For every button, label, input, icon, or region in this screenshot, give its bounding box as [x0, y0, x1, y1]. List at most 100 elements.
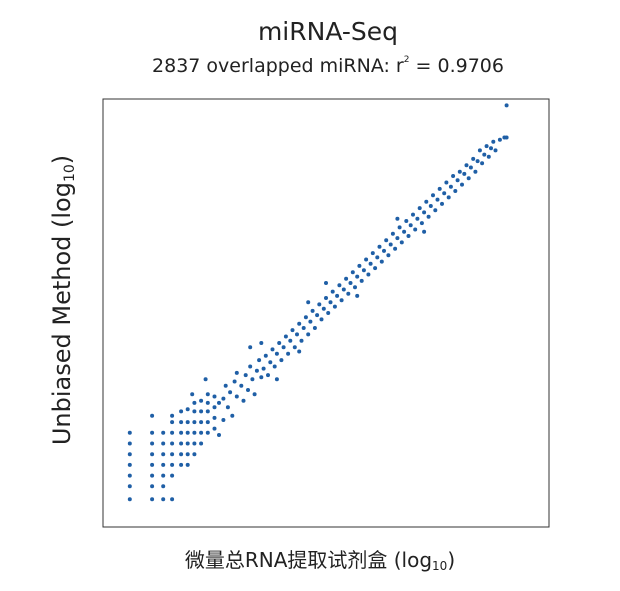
data-point [457, 169, 462, 174]
data-point [377, 244, 382, 249]
data-point [192, 452, 197, 457]
data-point [328, 300, 333, 305]
data-point [225, 405, 230, 410]
data-point [417, 206, 422, 211]
data-point [299, 338, 304, 343]
data-point [239, 383, 244, 388]
data-point [361, 268, 366, 273]
data-point [353, 285, 357, 290]
data-point [326, 311, 331, 315]
data-point [419, 221, 424, 226]
data-point [170, 441, 175, 446]
data-point [312, 326, 317, 330]
data-point [127, 452, 132, 457]
y-label-subscript: 10 [62, 164, 78, 182]
data-point [471, 156, 476, 161]
chart-subtitle: 2837 overlapped miRNA: r2 = 0.9706 [152, 55, 504, 77]
data-point [179, 409, 184, 414]
data-point [386, 253, 391, 258]
data-point [252, 392, 257, 397]
data-point [330, 289, 335, 294]
data-point [205, 392, 210, 397]
data-point [388, 242, 393, 247]
data-point [234, 394, 239, 399]
data-point [274, 377, 279, 382]
data-point [192, 441, 197, 446]
data-point [185, 452, 190, 457]
y-label-main: Unbiased Method (log [48, 182, 76, 445]
data-point [199, 420, 204, 425]
data-point [150, 441, 155, 446]
data-point [270, 347, 275, 352]
data-point [355, 274, 360, 279]
data-point [484, 144, 489, 149]
data-point [504, 103, 509, 108]
data-point [127, 462, 132, 467]
data-point [127, 497, 132, 502]
data-point [408, 223, 413, 228]
data-point [413, 227, 418, 232]
data-point [337, 283, 342, 288]
data-point [179, 452, 184, 457]
data-point [504, 135, 509, 140]
data-point [170, 430, 175, 435]
data-point [422, 210, 427, 215]
data-points [127, 103, 509, 502]
chart-title: miRNA-Seq [258, 17, 398, 46]
data-point [179, 441, 184, 446]
data-point [424, 199, 429, 204]
plot-frame [102, 98, 550, 528]
data-point [243, 373, 248, 378]
data-point [455, 178, 460, 183]
data-point [297, 321, 302, 326]
subtitle-superscript: 2 [404, 55, 410, 65]
data-point [221, 396, 226, 401]
data-point [279, 358, 284, 363]
data-point [185, 441, 190, 446]
data-point [217, 400, 221, 405]
x-label-close: ) [447, 548, 455, 572]
data-point [281, 345, 286, 350]
data-point [170, 420, 175, 425]
data-point [274, 351, 279, 356]
data-point [446, 195, 451, 200]
data-point [397, 225, 402, 230]
data-point [411, 212, 415, 217]
data-point [199, 409, 204, 414]
data-point [254, 368, 259, 373]
data-point [127, 441, 132, 446]
data-point [382, 248, 386, 253]
data-point [317, 302, 322, 307]
data-point [303, 315, 308, 320]
data-point [395, 216, 400, 221]
data-point [199, 430, 204, 435]
data-point [161, 441, 166, 446]
data-point [192, 400, 197, 405]
data-point [346, 291, 351, 296]
data-point [444, 180, 449, 185]
data-point [192, 409, 197, 414]
data-point [257, 358, 262, 363]
data-point [379, 259, 384, 264]
data-point [127, 430, 132, 435]
data-point [150, 452, 155, 457]
data-point [150, 462, 155, 467]
data-point [179, 462, 184, 467]
data-point [375, 255, 380, 260]
data-point [290, 328, 295, 333]
data-point [357, 263, 362, 268]
data-point [192, 430, 197, 435]
data-point [482, 152, 487, 157]
data-point [393, 246, 398, 251]
x-label-main: 微量总RNA提取试剂盒 (log [185, 548, 432, 572]
data-point [150, 484, 155, 489]
data-point [431, 193, 435, 198]
data-point [355, 293, 360, 298]
data-point [268, 360, 273, 365]
data-point [428, 204, 433, 208]
data-point [185, 407, 190, 412]
data-point [217, 433, 221, 437]
data-point [246, 388, 250, 392]
data-point [161, 462, 166, 467]
